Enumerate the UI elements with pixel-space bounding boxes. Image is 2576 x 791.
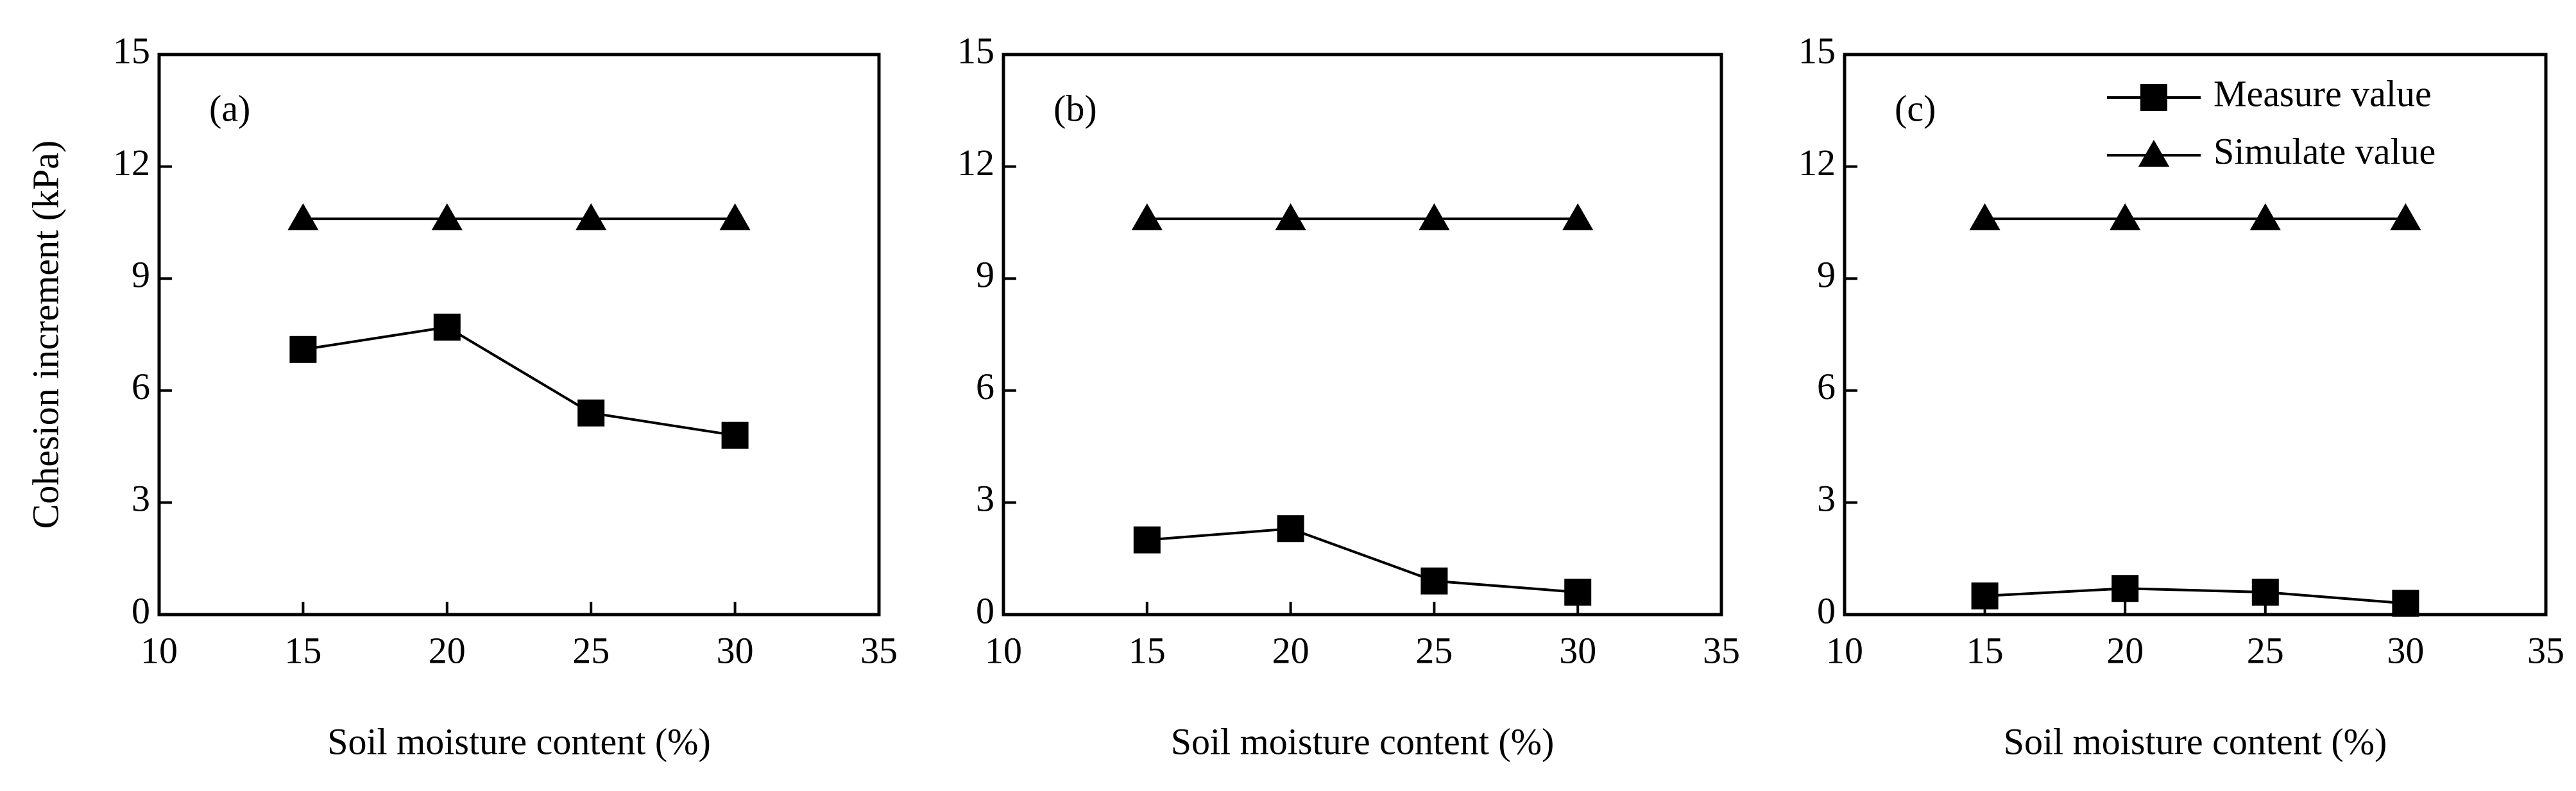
square-marker bbox=[577, 399, 605, 427]
x-axis-label: Soil moisture content (%) bbox=[327, 720, 711, 762]
x-tick-label: 15 bbox=[284, 629, 321, 671]
panel-label: (c) bbox=[1895, 87, 1936, 129]
square-marker bbox=[721, 421, 749, 449]
x-tick-label: 20 bbox=[1272, 629, 1309, 671]
x-tick-label: 25 bbox=[2247, 629, 2284, 671]
square-marker bbox=[2392, 590, 2419, 617]
triangle-marker bbox=[1131, 203, 1163, 230]
x-tick-label: 25 bbox=[572, 629, 610, 671]
y-tick-label: 15 bbox=[957, 30, 994, 71]
triangle-marker bbox=[287, 203, 319, 230]
triangle-marker bbox=[1419, 203, 1450, 230]
legend-label: Measure value bbox=[2213, 72, 2432, 114]
y-tick-label: 6 bbox=[976, 366, 994, 407]
x-tick-label: 25 bbox=[1415, 629, 1453, 671]
x-tick-label: 10 bbox=[1826, 629, 1863, 671]
y-tick-label: 0 bbox=[132, 590, 150, 631]
x-tick-label: 30 bbox=[2387, 629, 2424, 671]
plot-frame bbox=[1002, 53, 1723, 617]
square-marker bbox=[2111, 575, 2139, 602]
series-line bbox=[1984, 587, 2406, 605]
legend-label: Simulate value bbox=[2213, 130, 2435, 172]
triangle-marker bbox=[2390, 203, 2421, 230]
triangle-marker bbox=[1969, 203, 2000, 230]
plot-frame bbox=[157, 53, 881, 617]
panel-label: (a) bbox=[209, 87, 250, 129]
y-tick-label: 6 bbox=[132, 366, 150, 407]
x-tick-label: 35 bbox=[1703, 629, 1740, 671]
x-tick-label: 10 bbox=[985, 629, 1022, 671]
y-tick-label: 15 bbox=[1798, 30, 1836, 71]
x-axis-label: Soil moisture content (%) bbox=[2004, 720, 2387, 762]
panel-label: (b) bbox=[1053, 87, 1097, 129]
y-tick-label: 3 bbox=[132, 478, 150, 520]
y-tick-label: 6 bbox=[1817, 366, 1836, 407]
square-marker bbox=[1277, 515, 1304, 543]
triangle-marker bbox=[431, 203, 463, 230]
square-marker bbox=[1564, 579, 1592, 606]
x-tick-label: 30 bbox=[717, 629, 754, 671]
y-tick-label: 0 bbox=[976, 590, 994, 631]
square-marker bbox=[1420, 567, 1448, 595]
x-tick-label: 15 bbox=[1129, 629, 1166, 671]
triangle-marker bbox=[1275, 203, 1306, 230]
x-tick-label: 10 bbox=[141, 629, 178, 671]
square-marker bbox=[2251, 579, 2279, 606]
square-marker bbox=[1133, 526, 1161, 554]
triangle-marker bbox=[2249, 203, 2281, 230]
x-tick-label: 35 bbox=[2527, 629, 2564, 671]
legend-marker bbox=[2140, 84, 2167, 111]
y-tick-label: 0 bbox=[1817, 590, 1836, 631]
triangle-marker bbox=[719, 203, 751, 230]
x-tick-label: 20 bbox=[429, 629, 466, 671]
square-marker bbox=[433, 313, 461, 341]
y-tick-label: 3 bbox=[976, 478, 994, 520]
series-line bbox=[1147, 527, 1578, 594]
y-tick-label: 9 bbox=[1817, 254, 1836, 296]
y-tick-label: 9 bbox=[132, 254, 150, 296]
triangle-marker bbox=[576, 203, 607, 230]
y-tick-label: 9 bbox=[976, 254, 994, 296]
square-marker bbox=[289, 336, 317, 363]
x-tick-label: 35 bbox=[860, 629, 898, 671]
y-tick-label: 12 bbox=[113, 142, 150, 183]
x-axis-label: Soil moisture content (%) bbox=[1171, 720, 1555, 762]
series-line bbox=[303, 325, 735, 437]
x-tick-label: 15 bbox=[1966, 629, 2004, 671]
y-axis-label: Cohesion increment (kPa) bbox=[24, 140, 66, 529]
legend-marker bbox=[2138, 139, 2170, 167]
y-tick-label: 3 bbox=[1817, 478, 1836, 520]
x-tick-label: 30 bbox=[1559, 629, 1596, 671]
y-tick-label: 12 bbox=[957, 142, 994, 183]
y-tick-label: 15 bbox=[113, 30, 150, 71]
triangle-marker bbox=[1562, 203, 1594, 230]
triangle-marker bbox=[2110, 203, 2141, 230]
square-marker bbox=[1971, 582, 1999, 609]
plot-frame bbox=[1843, 53, 2548, 617]
y-tick-label: 12 bbox=[1798, 142, 1836, 183]
x-tick-label: 20 bbox=[2106, 629, 2144, 671]
